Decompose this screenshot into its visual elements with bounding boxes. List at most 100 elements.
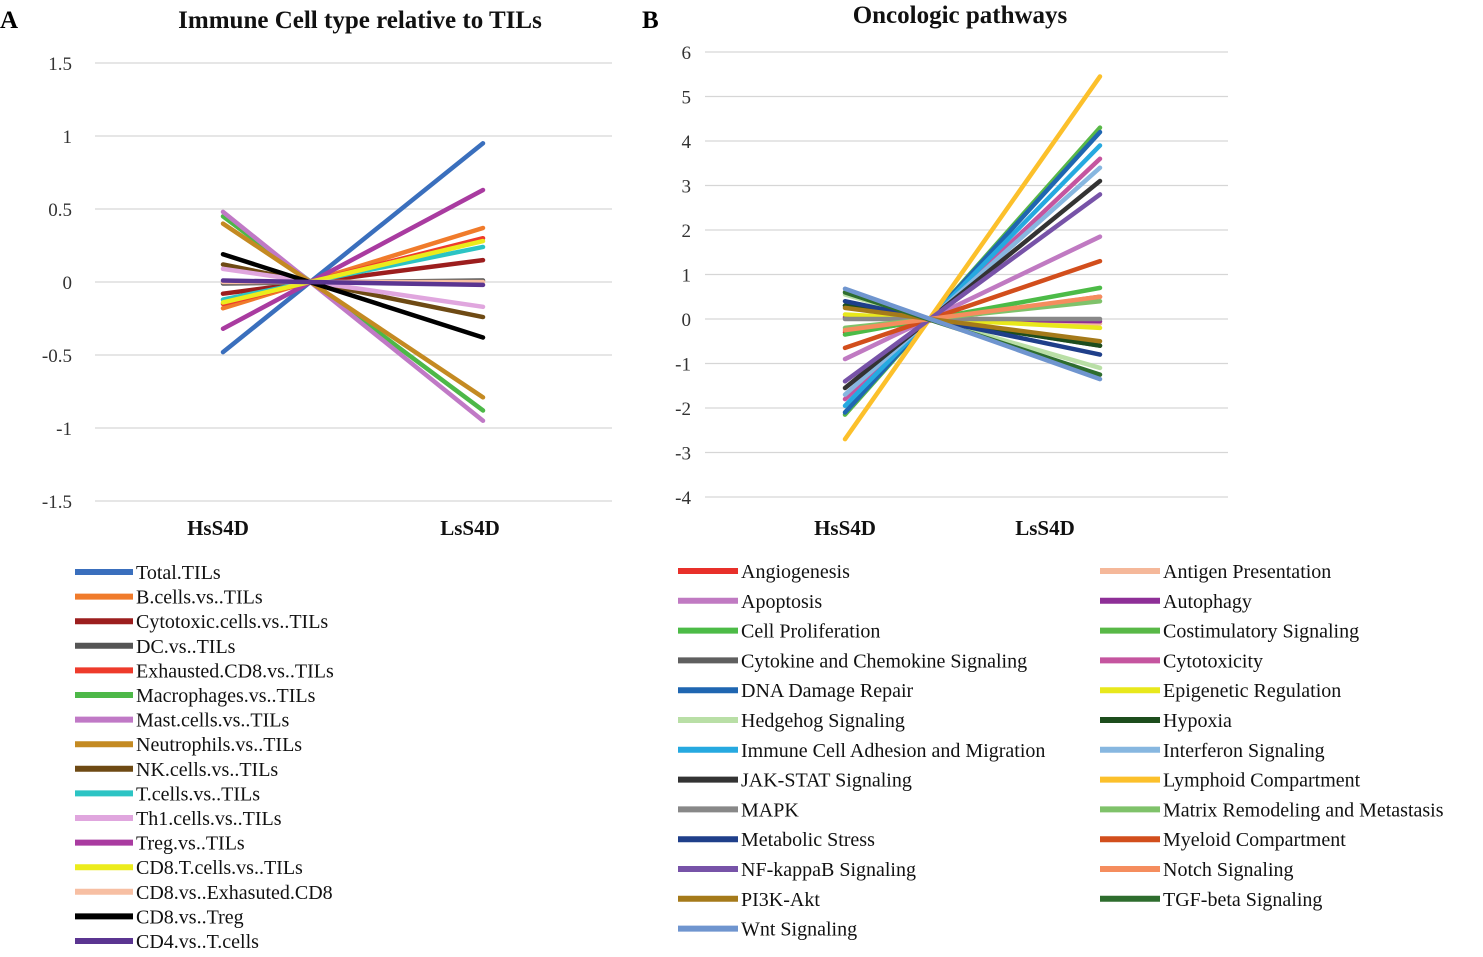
- panel-b-legend: Angiogenesis Antigen Presentation Apoptosi…: [678, 561, 1444, 941]
- legend-label: Interferon Signaling: [1163, 740, 1325, 762]
- y-tick-label: 5: [682, 88, 692, 109]
- series-line-metabolic-stress: [842, 298, 1103, 357]
- panel-a-category-lss4d: LsS4D: [440, 516, 500, 540]
- legend-item: Hypoxia: [1100, 710, 1232, 732]
- legend-item: DC.vs..TILs: [75, 636, 236, 658]
- legend-item: Autophagy: [1100, 591, 1252, 613]
- legend-label: Treg.vs..TILs: [136, 833, 245, 855]
- legend-label: Wnt Signaling: [741, 919, 857, 941]
- legend-item: Th1.cells.vs..TILs: [75, 808, 282, 830]
- y-tick-label: -3: [675, 444, 691, 465]
- series-line-jak-stat-signaling: [842, 178, 1103, 391]
- legend-label: Antigen Presentation: [1163, 561, 1331, 583]
- legend-item: Metabolic Stress: [678, 829, 875, 851]
- legend-item: B.cells.vs..TILs: [75, 587, 263, 609]
- legend-item: Macrophages.vs..TILs: [75, 685, 316, 707]
- legend-item: Exhausted.CD8.vs..TILs: [75, 660, 334, 682]
- legend-label: Autophagy: [1163, 591, 1252, 613]
- legend-label: Macrophages.vs..TILs: [136, 685, 316, 707]
- y-tick-label: 0.5: [48, 200, 72, 221]
- legend-label: CD8.T.cells.vs..TILs: [136, 857, 303, 879]
- legend-label: CD8.vs..Exhasuted.CD8: [136, 882, 333, 904]
- legend-label: NK.cells.vs..TILs: [136, 759, 278, 781]
- legend-label: Cytotoxicity: [1163, 650, 1263, 672]
- series-line-pi3k-akt: [842, 305, 1103, 344]
- legend-label: Myeloid Compartment: [1163, 829, 1346, 851]
- legend-item: Epigenetic Regulation: [1100, 680, 1341, 702]
- series-line-notch-signaling: [842, 294, 1103, 333]
- series-line-immune-cell-adhesion-and-migration: [842, 143, 1103, 409]
- legend-label: Neutrophils.vs..TILs: [136, 734, 302, 756]
- legend-label: Th1.cells.vs..TILs: [136, 808, 282, 830]
- panel-b-gridlines: [705, 51, 1228, 498]
- series-line-cd4-vs-t-cells: [220, 278, 486, 288]
- legend-item: JAK-STAT Signaling: [678, 770, 912, 792]
- y-tick-label: 0: [682, 310, 692, 331]
- legend-label: B.cells.vs..TILs: [136, 587, 263, 609]
- y-tick-label: 1: [682, 266, 692, 287]
- legend-item: MAPK: [678, 799, 799, 821]
- y-tick-label: -2: [675, 399, 691, 420]
- legend-item: Myeloid Compartment: [1100, 829, 1346, 851]
- legend-item: NF-kappaB Signaling: [678, 859, 916, 881]
- panel-b-category-hss4d: HsS4D: [814, 516, 876, 540]
- panel-a-title: Immune Cell type relative to TILs: [178, 7, 542, 34]
- panel-a-category-hss4d: HsS4D: [187, 516, 249, 540]
- y-tick-label: 0: [63, 273, 73, 294]
- y-tick-label: -4: [675, 488, 691, 509]
- legend-item: Lymphoid Compartment: [1100, 770, 1361, 792]
- legend-item: Wnt Signaling: [678, 919, 857, 941]
- legend-label: Metabolic Stress: [741, 829, 875, 851]
- legend-item: CD8.vs..Treg: [75, 906, 244, 928]
- y-tick-label: 2: [682, 221, 692, 242]
- legend-label: Lymphoid Compartment: [1163, 770, 1361, 792]
- series-line-dna-damage-repair: [842, 129, 1103, 415]
- legend-label: DNA Damage Repair: [741, 680, 914, 702]
- legend-item: Cytotoxic.cells.vs..TILs: [75, 611, 328, 633]
- legend-item: CD4.vs..T.cells: [75, 931, 259, 953]
- legend-item: Angiogenesis: [678, 561, 850, 583]
- legend-item: Treg.vs..TILs: [75, 833, 245, 855]
- legend-label: Apoptosis: [741, 591, 822, 613]
- legend-item: Cell Proliferation: [678, 621, 880, 643]
- legend-label: Immune Cell Adhesion and Migration: [741, 740, 1045, 762]
- legend-label: T.cells.vs..TILs: [136, 783, 260, 805]
- legend-label: CD4.vs..T.cells: [136, 931, 259, 953]
- legend-item: Immune Cell Adhesion and Migration: [678, 740, 1045, 762]
- legend-label: PI3K-Akt: [741, 889, 820, 911]
- legend-label: Hedgehog Signaling: [741, 710, 905, 732]
- legend-item: Cytotoxicity: [1100, 650, 1263, 672]
- legend-label: Total.TILs: [136, 562, 221, 584]
- panel-b-category-lss4d: LsS4D: [1015, 516, 1075, 540]
- series-line-mast-cells-vs-tils: [220, 209, 486, 423]
- series-line-th1-cells-vs-tils: [220, 266, 486, 310]
- series-line-neutrophils-vs-tils: [220, 221, 486, 400]
- y-tick-label: 1.5: [48, 54, 72, 75]
- legend-label: Epigenetic Regulation: [1163, 680, 1341, 702]
- legend-label: Matrix Remodeling and Metastasis: [1163, 799, 1444, 821]
- legend-label: Cytotoxic.cells.vs..TILs: [136, 611, 328, 633]
- panel-b-title: Oncologic pathways: [853, 2, 1068, 29]
- y-tick-label: 3: [682, 177, 692, 198]
- series-line-total-tils: [220, 141, 486, 355]
- panel-a-series-lines: [220, 141, 486, 423]
- legend-label: Mast.cells.vs..TILs: [136, 710, 290, 732]
- series-line-myeloid-compartment: [842, 258, 1103, 351]
- legend-label: MAPK: [741, 799, 799, 821]
- panel-a-y-ticks: 1.5 1 0.5 0 -0.5 -1 -1.5: [42, 54, 72, 513]
- panel-a-legend: Total.TILs B.cells.vs..TILsCytotoxic.cell…: [75, 562, 334, 953]
- series-line-lymphoid-compartment: [842, 74, 1103, 442]
- legend-label: Hypoxia: [1163, 710, 1232, 732]
- legend-label: NF-kappaB Signaling: [741, 859, 916, 881]
- legend-label: JAK-STAT Signaling: [741, 770, 912, 792]
- series-line-treg-vs-tils: [220, 187, 486, 331]
- y-tick-label: 6: [682, 43, 692, 64]
- series-line-wnt-signaling: [842, 286, 1103, 382]
- legend-item: Costimulatory Signaling: [1100, 621, 1359, 643]
- series-line-nf-kappab-signaling: [842, 192, 1103, 384]
- y-tick-label: -1: [675, 355, 691, 376]
- legend-item: Neutrophils.vs..TILs: [75, 734, 302, 756]
- legend-item: CD8.T.cells.vs..TILs: [75, 857, 303, 879]
- legend-label: TGF-beta Signaling: [1163, 889, 1322, 911]
